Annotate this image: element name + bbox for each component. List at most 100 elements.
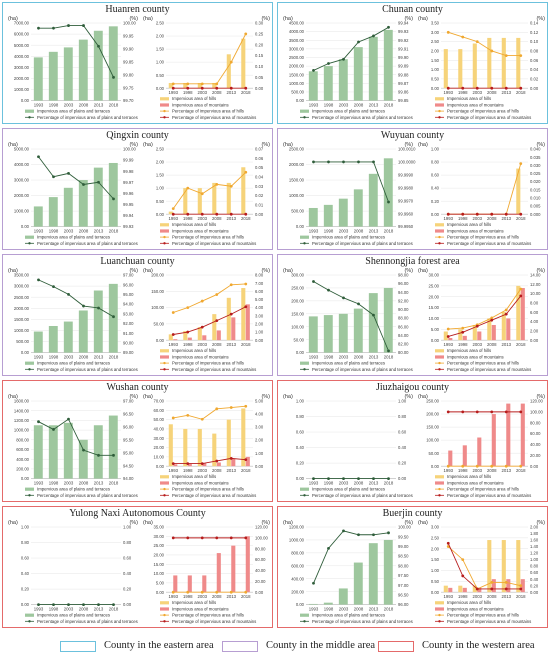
right-tick-label: 0.00 [398,476,407,481]
right-tick-label: 0.80 [530,564,539,569]
bar-hills [458,49,463,89]
left-tick-label: 150.00 [151,289,164,294]
point-plains [97,453,100,457]
legend-label: Percentage of impervious area of plains … [37,619,138,624]
panel-title: Shennongjia forest area [365,256,460,267]
right-tick-label: 4.00 [255,412,264,417]
category-label: 2003 [197,594,207,599]
left-tick-label: 1000.00 [14,209,30,214]
right-tick-label: 99.9960 [398,211,414,216]
panel-chunan: Chunan county (ha) (%) 0.00 500.00 1000.00 150… [277,2,548,124]
right-tick-label: 96.00 [398,602,409,607]
bar-mountains [231,545,236,593]
right-tick-label: 99.87 [398,81,409,86]
right-tick-label: 99.92 [398,38,409,43]
legend-swatch-bar [160,97,169,101]
right-axis-unit: (%) [129,394,138,400]
panel-wushan: Wushan county (ha) (%) 0.00 200.00 400.00 600.… [2,380,273,502]
category-label: 1993 [443,90,453,95]
category-label: 1993 [34,103,44,108]
point-mountains [504,86,508,90]
right-tick-label: 100.00 [398,525,411,530]
subchart-svg: (ha) (%) 0.00 0.20 0.40 0.60 0.80 1.00 0.00 0.20 0… [8,520,138,624]
bar-hills [168,424,173,467]
right-tick-label: 0.06 [530,58,539,63]
point-plains [387,477,390,480]
bar-hills [183,331,188,341]
right-tick-label: 0.80 [398,414,407,419]
point-hills [200,590,204,594]
category-label: 1998 [324,355,334,360]
right-tick-label: 1.00 [255,451,264,456]
bar-mountains [187,575,192,593]
legend-swatch-bar [160,481,169,485]
legend-label: Percentage of impervious area of mountai… [447,115,531,120]
right-tick-label: 92.00 [123,321,134,326]
bar-mountains [477,437,482,467]
right-tick-label: 0.40 [398,445,407,450]
left-tick-label: 3500.00 [289,38,305,43]
bar-hills [487,318,492,341]
point-hills [200,82,204,86]
right-tick-label: 60.00 [255,557,266,562]
left-tick-label: 1.00 [156,60,165,65]
left-tick-label: 1.00 [431,67,440,72]
category-label: 2018 [109,229,119,234]
bar-hills [501,311,506,341]
subchart-svg: (ha) (%) 0.00 0.20 0.40 0.60 0.80 1.00 0.000 0.00… [418,142,545,246]
category-label: 2008 [354,229,364,234]
category-label: 2013 [501,594,511,599]
left-tick-label: 0.60 [296,430,305,435]
category-label: 2013 [226,468,236,473]
point-plains [372,533,375,537]
left-tick-label: 15.00 [429,305,440,310]
category-label: 1998 [49,481,59,486]
subchart-svg: (ha) (%) 0.00 500.00 1000.00 1500.00 2000.00 25… [283,16,413,120]
left-tick-label: 0.00 [21,98,30,103]
bar-hills [183,188,188,215]
legend-label: Impervious area of hills [172,96,216,101]
right-tick-label: 100.00 [123,21,136,26]
left-tick-label: 2.00 [156,160,165,165]
left-tick-label: 1.00 [431,568,440,573]
bar-plains [338,313,348,353]
point-hills [504,581,508,584]
category-label: 2008 [212,216,222,221]
point-mountains [215,86,219,90]
left-tick-label: 400.00 [16,457,29,462]
bar-mountains [462,335,467,341]
bar-hills [212,314,217,341]
legend-swatch-point [163,613,166,617]
left-tick-label: 1200.00 [289,525,305,530]
category-label: 2003 [339,229,349,234]
point-hills [244,170,248,174]
point-hills [519,584,523,588]
legend-label: Percentage of impervious area of hills [447,487,519,492]
legend-label: Impervious area of mountains [172,102,229,107]
legend-swatch-point [28,620,31,623]
bar-hills [168,82,173,89]
right-tick-label: 96.50 [123,412,134,417]
point-mountains [215,319,219,323]
right-tick-label: 2.00 [530,328,539,333]
line-plains [313,26,389,71]
bar-hills [443,585,448,593]
right-tick-label: 95.00 [123,450,134,455]
point-plains [97,603,100,606]
right-tick-label: 1.00 [398,399,407,404]
legend-label: Impervious area of plains and terraces [37,613,110,618]
left-tick-label: 500.00 [16,339,29,344]
bar-mountains [506,579,511,593]
subchart-svg: (ha) (%) 0.00 200.00 400.00 600.00 800.00 1000.… [283,520,413,624]
legend-swatch-western [378,641,414,652]
legend-swatch-point [163,620,166,623]
bar-plains [353,189,363,227]
point-plains [327,160,330,164]
left-axis-unit: (ha) [283,142,293,148]
legend-label: Percentage of impervious area of mountai… [172,619,256,624]
point-hills [446,464,450,468]
left-tick-label: 1000.00 [289,538,305,543]
right-tick-label: 8.00 [255,273,264,278]
legend-label: Impervious area of mountains [447,354,504,359]
left-tick-label: 0.50 [431,579,440,584]
